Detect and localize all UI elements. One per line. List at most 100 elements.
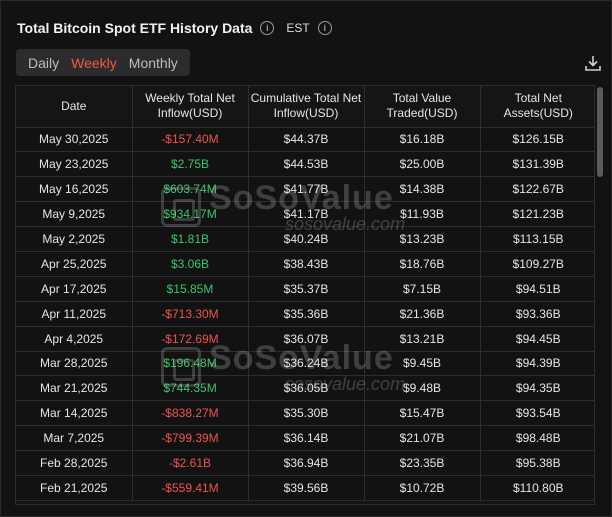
cell-net-assets: $113.15B — [480, 226, 594, 252]
table-row: Feb 28,2025 -$2.61B $36.94B $23.35B $95.38B — [16, 450, 594, 476]
cell-net-assets: $122.67B — [480, 176, 594, 203]
cell-weekly-inflow: $3.06B — [132, 251, 249, 277]
cell-date: May 9,2025 — [16, 201, 133, 228]
cell-cumulative-inflow: $35.37B — [248, 276, 365, 302]
cell-date: Apr 17,2025 — [16, 276, 133, 302]
cell-cumulative-inflow: $35.36B — [248, 301, 365, 327]
cell-weekly-inflow: -$559.41M — [132, 475, 249, 501]
table-row: Apr 25,2025 $3.06B $38.43B $18.76B $109.27B — [16, 251, 594, 277]
cell-date: Mar 21,2025 — [16, 375, 133, 402]
cell-date: Apr 25,2025 — [16, 251, 133, 277]
table-row: Feb 21,2025 -$559.41M $39.56B $10.72B $110.8… — [16, 475, 594, 501]
cell-net-assets: $95.38B — [480, 450, 594, 476]
cell-cumulative-inflow: $41.17B — [248, 201, 365, 228]
cell-net-assets: $93.54B — [480, 400, 594, 427]
column-header-cumulative-inflow[interactable]: Cumulative Total Net Inflow(USD) — [248, 86, 365, 128]
cell-weekly-inflow: -$838.27M — [132, 400, 249, 427]
table-row: May 23,2025 $2.75B $44.53B $25.00B $131.39B — [16, 151, 594, 178]
cell-net-assets: $110.80B — [480, 475, 594, 501]
history-table: Date Weekly Total Net Inflow(USD) Cumula… — [16, 86, 594, 501]
timezone-label: EST — [286, 21, 310, 35]
table-row: Mar 21,2025 $744.35M $36.05B $9.48B $94.35B — [16, 375, 594, 402]
cell-date: May 23,2025 — [16, 151, 133, 178]
cell-weekly-inflow: -$713.30M — [132, 301, 249, 327]
period-tabs: Daily Weekly Monthly — [16, 49, 190, 76]
cell-net-assets: $93.36B — [480, 301, 594, 327]
cell-cumulative-inflow: $36.24B — [248, 351, 365, 377]
table-row: May 9,2025 $934.17M $41.17B $11.93B $121.23B — [16, 201, 594, 228]
cell-cumulative-inflow: $41.77B — [248, 176, 365, 203]
cell-weekly-inflow: -$157.40M — [132, 127, 249, 153]
table-row: May 30,2025 -$157.40M $44.37B $16.18B $126.1… — [16, 127, 594, 153]
cell-weekly-inflow: -$172.69M — [132, 326, 249, 352]
cell-cumulative-inflow: $39.56B — [248, 475, 365, 501]
cell-value-traded: $13.21B — [364, 326, 481, 352]
cell-value-traded: $23.35B — [364, 450, 481, 476]
cell-date: Apr 4,2025 — [16, 326, 133, 352]
cell-date: Feb 21,2025 — [16, 475, 133, 501]
cell-date: May 2,2025 — [16, 226, 133, 252]
tab-weekly[interactable]: Weekly — [71, 54, 117, 71]
table-header-row: Date Weekly Total Net Inflow(USD) Cumula… — [16, 86, 594, 128]
cell-weekly-inflow: $15.85M — [132, 276, 249, 302]
cell-value-traded: $25.00B — [364, 151, 481, 178]
column-header-date[interactable]: Date — [16, 86, 133, 128]
cell-cumulative-inflow: $36.05B — [248, 375, 365, 402]
cell-date: Apr 11,2025 — [16, 301, 133, 327]
cell-date: Mar 7,2025 — [16, 425, 133, 452]
tab-monthly[interactable]: Monthly — [128, 54, 178, 71]
cell-date: May 16,2025 — [16, 176, 133, 203]
panel-header: Total Bitcoin Spot ETF History Data i ES… — [17, 17, 332, 39]
cell-weekly-inflow: $934.17M — [132, 201, 249, 228]
column-header-weekly-inflow[interactable]: Weekly Total Net Inflow(USD) — [132, 86, 249, 128]
cell-date: Feb 28,2025 — [16, 450, 133, 476]
cell-date: Mar 28,2025 — [16, 351, 133, 377]
cell-weekly-inflow: -$2.61B — [132, 450, 249, 476]
table-row: Mar 7,2025 -$799.39M $36.14B $21.07B $98.48B — [16, 425, 594, 452]
table-row: Apr 4,2025 -$172.69M $36.07B $13.21B $94.45B — [16, 326, 594, 352]
cell-net-assets: $109.27B — [480, 251, 594, 277]
cell-value-traded: $16.18B — [364, 127, 481, 153]
cell-value-traded: $10.72B — [364, 475, 481, 501]
cell-value-traded: $21.07B — [364, 425, 481, 452]
table-row: May 16,2025 $603.74M $41.77B $14.38B $122.67… — [16, 176, 594, 203]
cell-cumulative-inflow: $44.37B — [248, 127, 365, 153]
cell-date: Mar 14,2025 — [16, 400, 133, 427]
cell-value-traded: $21.36B — [364, 301, 481, 327]
table-scrollbar[interactable] — [597, 87, 603, 177]
cell-weekly-inflow: $744.35M — [132, 375, 249, 402]
cell-net-assets: $131.39B — [480, 151, 594, 178]
cell-net-assets: $94.45B — [480, 326, 594, 352]
cell-value-traded: $7.15B — [364, 276, 481, 302]
column-header-value-traded[interactable]: Total Value Traded(USD) — [364, 86, 481, 128]
column-header-net-assets[interactable]: Total Net Assets(USD) — [480, 86, 594, 128]
table-row: Mar 28,2025 $196.48M $36.24B $9.45B $94.39B — [16, 351, 594, 377]
cell-net-assets: $94.51B — [480, 276, 594, 302]
cell-value-traded: $18.76B — [364, 251, 481, 277]
cell-weekly-inflow: $196.48M — [132, 351, 249, 377]
download-icon[interactable] — [583, 53, 603, 73]
info-icon[interactable]: i — [260, 21, 275, 35]
cell-value-traded: $15.47B — [364, 400, 481, 427]
tab-daily[interactable]: Daily — [28, 54, 60, 71]
cell-cumulative-inflow: $35.30B — [248, 400, 365, 427]
cell-value-traded: $14.38B — [364, 176, 481, 203]
page-title: Total Bitcoin Spot ETF History Data — [17, 20, 253, 36]
cell-net-assets: $94.35B — [480, 375, 594, 402]
cell-net-assets: $94.39B — [480, 351, 594, 377]
cell-weekly-inflow: -$799.39M — [132, 425, 249, 452]
cell-value-traded: $9.48B — [364, 375, 481, 402]
cell-net-assets: $121.23B — [480, 201, 594, 228]
cell-weekly-inflow: $603.74M — [132, 176, 249, 203]
cell-value-traded: $9.45B — [364, 351, 481, 377]
table-row: Apr 11,2025 -$713.30M $35.36B $21.36B $93.36… — [16, 301, 594, 327]
timezone-info-icon[interactable]: i — [317, 21, 332, 35]
cell-cumulative-inflow: $44.53B — [248, 151, 365, 178]
table-row: May 2,2025 $1.81B $40.24B $13.23B $113.15B — [16, 226, 594, 252]
cell-value-traded: $11.93B — [364, 201, 481, 228]
cell-cumulative-inflow: $36.14B — [248, 425, 365, 452]
cell-value-traded: $13.23B — [364, 226, 481, 252]
cell-weekly-inflow: $2.75B — [132, 151, 249, 178]
cell-weekly-inflow: $1.81B — [132, 226, 249, 252]
